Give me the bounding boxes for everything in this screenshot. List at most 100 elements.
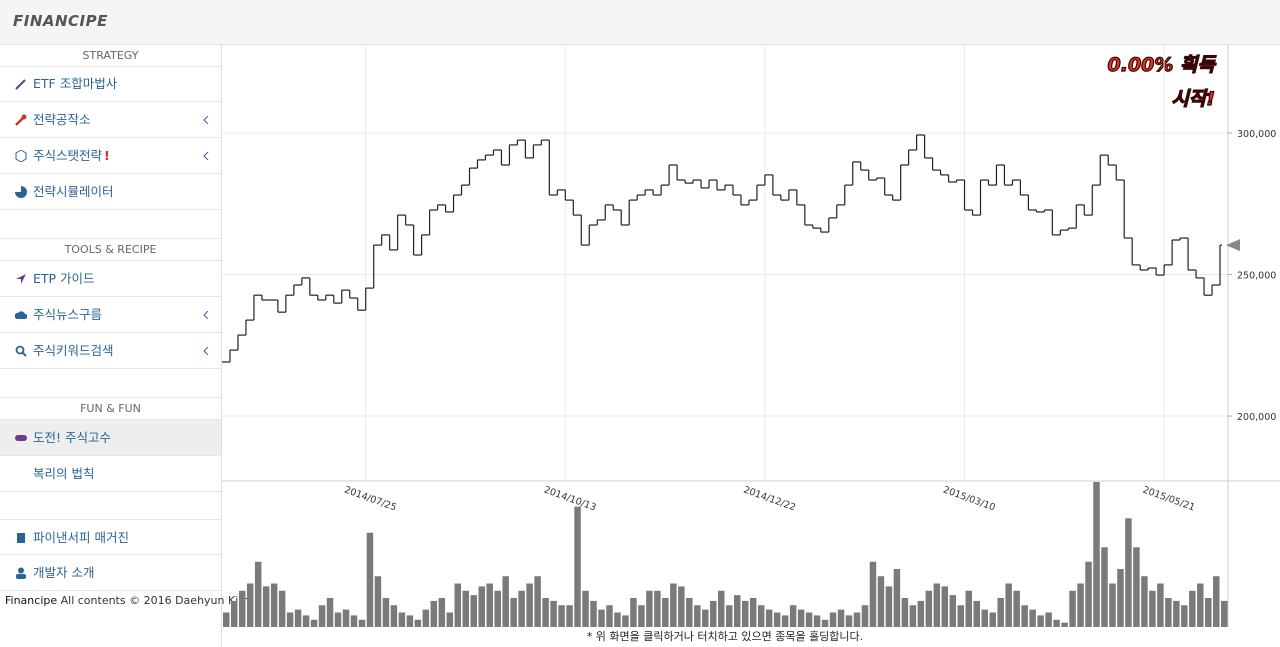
volume-bar — [422, 609, 430, 627]
menu-item[interactable]: ETF 조합마법사 — [0, 66, 221, 102]
volume-bar — [478, 586, 485, 627]
volume-bar — [246, 583, 254, 627]
icon — [16, 567, 26, 579]
volume-bar — [542, 598, 549, 627]
volume-bar — [1005, 583, 1012, 627]
volume-bar — [941, 586, 949, 627]
volume-bar — [486, 583, 493, 627]
menu-label: ETF 조합마법사 — [33, 76, 118, 91]
icon — [15, 345, 27, 357]
volume-bar — [534, 576, 541, 627]
volume-bar — [382, 598, 390, 627]
volume-bar — [358, 619, 366, 627]
volume-bar — [574, 506, 581, 627]
label-text: 주식스탯전략 — [33, 148, 103, 163]
menu-label: 전략공작소 — [33, 112, 91, 127]
volume-bar — [686, 598, 693, 627]
menu-item[interactable]: ETP 가이드 — [0, 261, 221, 297]
volume-bar — [973, 600, 980, 627]
volume-bar — [885, 586, 893, 627]
volume-bar — [350, 615, 358, 627]
volume-bar — [1165, 598, 1172, 627]
volume-bar — [773, 612, 781, 627]
menu-item[interactable]: 주식키워드검색 — [0, 333, 221, 369]
volume-bar — [1157, 583, 1164, 627]
volume-bar — [334, 612, 342, 627]
volume-bar — [278, 590, 286, 627]
volume-bar — [1021, 605, 1028, 627]
volume-bar — [1197, 583, 1204, 627]
volume-bar — [1205, 598, 1212, 627]
volume-bar — [1181, 605, 1188, 627]
y-tick-label: 300,000 — [1237, 129, 1276, 140]
section-title: TOOLS & RECIPE — [0, 238, 221, 261]
volume-bar — [390, 605, 398, 627]
volume-bar — [813, 615, 821, 627]
volume-bar — [861, 605, 869, 627]
y-tick-label: 250,000 — [1237, 271, 1276, 282]
volume-bar — [1133, 547, 1140, 627]
menu-label: 복리의 법칙 — [33, 466, 95, 481]
volume-bar — [550, 600, 557, 627]
volume-bar — [230, 600, 238, 627]
volume-bar — [702, 609, 709, 627]
volume-bar — [789, 605, 797, 627]
volume-bar — [646, 590, 653, 627]
y-tick-label: 200,000 — [1237, 412, 1276, 423]
volume-bar — [765, 609, 773, 627]
volume-bar — [446, 612, 454, 627]
volume-bar — [965, 590, 973, 627]
footer-text: All contents © 2016 Daehyun Kim — [60, 594, 249, 607]
volume-bar — [749, 598, 757, 627]
volume-bar — [1045, 612, 1052, 627]
volume-bar — [622, 615, 629, 627]
x-tick-label: 2014/12/22 — [742, 484, 797, 513]
volume-bar — [733, 595, 741, 627]
menu-item[interactable]: 파이낸서피 매거진 — [0, 519, 221, 555]
menu-item[interactable]: 복리의 법칙 — [0, 456, 221, 492]
menu-item[interactable]: 도전! 주식고수 — [0, 420, 221, 456]
logo[interactable]: FINANCIPE — [13, 12, 108, 30]
stock-chart[interactable]: 0.00% 획득 시작! 200,000 250,000 300,000 2014/0… — [222, 45, 1280, 628]
volume-bar — [957, 605, 965, 627]
price-pointer — [1226, 239, 1240, 252]
volume-bar — [1085, 561, 1092, 627]
volume-bar — [1069, 590, 1076, 627]
volume-bar — [718, 590, 725, 627]
volume-bar — [1189, 590, 1196, 627]
volume-bar — [286, 612, 294, 627]
volume-bar — [223, 612, 230, 627]
volume-bar — [638, 605, 645, 627]
volume-bar — [1029, 609, 1036, 627]
volume-bar — [845, 615, 853, 627]
volume-bar — [454, 583, 462, 627]
menu-item[interactable]: 주식뉴스구름 — [0, 297, 221, 333]
volume-bar — [630, 598, 637, 627]
volume-bar — [270, 583, 278, 627]
volume-bar — [414, 619, 422, 627]
icon — [16, 274, 26, 284]
menu-label: 개발자 소개 — [33, 565, 95, 580]
volume-bar — [566, 605, 573, 627]
volume-bar — [909, 605, 917, 627]
volume-bar — [1109, 583, 1116, 627]
overlay-text: 시작! — [1171, 88, 1215, 110]
menu-item[interactable]: 주식스탯전략! — [0, 138, 221, 174]
x-tick-label: 2014/07/25 — [343, 484, 398, 513]
volume-bar — [318, 605, 326, 627]
overlay-text: 0.00% 획득 — [1108, 54, 1217, 76]
menu-label: 주식키워드검색 — [33, 343, 114, 358]
volume-bar — [949, 595, 957, 627]
volume-bar — [1213, 576, 1220, 627]
section-title: FUN & FUN — [0, 397, 221, 420]
menu-item[interactable]: 전략시뮬레이터 — [0, 174, 221, 210]
volume-bar — [1037, 615, 1044, 627]
menu-item[interactable]: 전략공작소 — [0, 102, 221, 138]
menu-item[interactable]: 개발자 소개 — [0, 555, 221, 591]
volume-bar — [590, 600, 597, 627]
volume-bar — [606, 605, 613, 627]
chevron — [203, 152, 209, 160]
icon — [15, 150, 27, 162]
volume-bar — [797, 609, 805, 627]
